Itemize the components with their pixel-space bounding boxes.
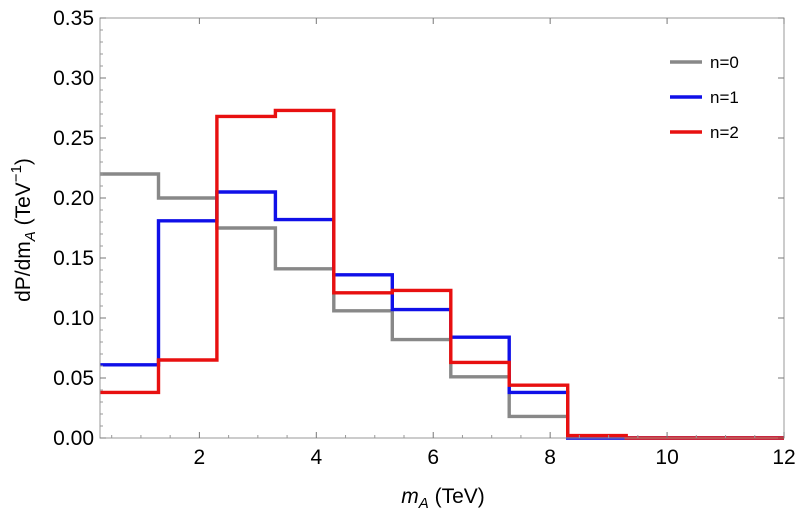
x-tick-label: 2 xyxy=(194,446,206,469)
y-axis-title-sub: A xyxy=(22,231,39,242)
x-axis-title-main: m xyxy=(401,485,419,508)
y-tick-label: 0.10 xyxy=(53,307,94,330)
axis-ticks: 2 4 6 8 10 12 0.00 0.05 0.10 0.15 0.20 0.25 0.30 0.35 xyxy=(53,7,796,469)
y-tick-label: 0.05 xyxy=(53,367,94,390)
series-line-n-0 xyxy=(100,172,784,440)
y-tick-label: 0.00 xyxy=(53,427,94,450)
y-axis-title-prefix: dP/dm xyxy=(12,241,35,302)
y-axis-title-sup: −1 xyxy=(8,165,25,182)
series-layer xyxy=(100,108,784,440)
series-line-n-1 xyxy=(100,190,784,440)
x-axis-title-unit: (TeV) xyxy=(429,485,485,508)
x-axis-title-sub: A xyxy=(418,495,429,512)
y-axis-title-unit: (TeV xyxy=(12,182,35,231)
plot-frame xyxy=(99,17,785,439)
legend-label: n=2 xyxy=(710,123,739,142)
series-line-n-2 xyxy=(100,108,784,440)
x-axis-title: mA (TeV) xyxy=(401,485,485,512)
legend-label: n=0 xyxy=(710,53,739,72)
legend: n=0 n=1 n=2 xyxy=(670,53,739,142)
x-tick-label: 10 xyxy=(655,446,678,469)
legend-label: n=1 xyxy=(710,88,739,107)
y-tick-label: 0.35 xyxy=(53,7,94,30)
x-tick-label: 12 xyxy=(772,446,795,469)
y-tick-label: 0.30 xyxy=(53,67,94,90)
x-tick-label: 6 xyxy=(427,446,439,469)
y-tick-label: 0.15 xyxy=(53,247,94,270)
y-axis-title: dP/dmA (TeV−1) xyxy=(8,158,39,302)
y-axis-title-close: ) xyxy=(12,158,35,165)
x-tick-label: 8 xyxy=(544,446,556,469)
x-tick-label: 4 xyxy=(310,446,322,469)
y-tick-label: 0.20 xyxy=(53,187,94,210)
y-tick-label: 0.25 xyxy=(53,127,94,150)
